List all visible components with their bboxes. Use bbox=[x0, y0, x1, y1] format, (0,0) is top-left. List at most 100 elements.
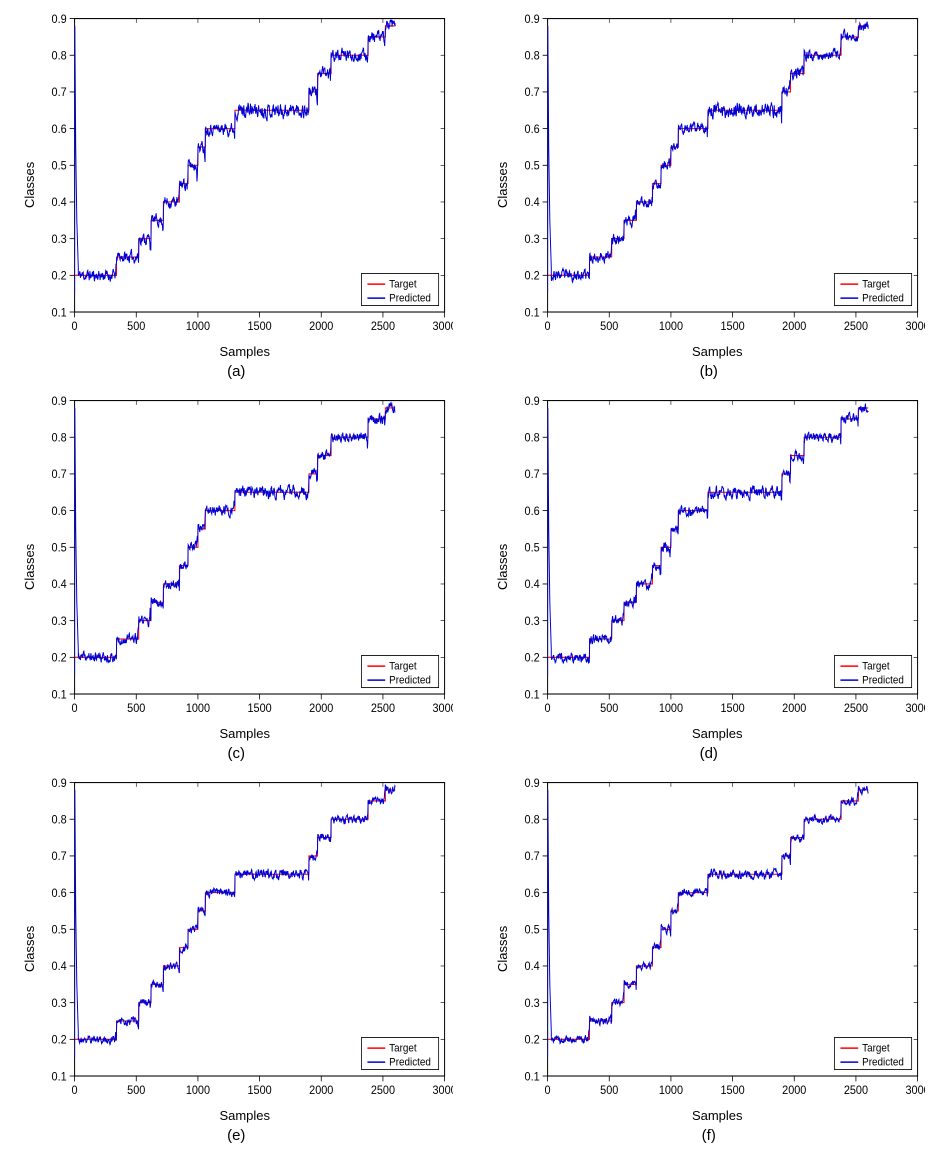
svg-text:0.1: 0.1 bbox=[524, 307, 539, 319]
svg-text:1000: 1000 bbox=[658, 321, 682, 333]
panel-a: Classes0500100015002000250030000.10.20.3… bbox=[20, 10, 453, 382]
svg-text:0.4: 0.4 bbox=[52, 961, 67, 973]
ylabel: Classes bbox=[20, 10, 37, 359]
svg-text:0: 0 bbox=[72, 321, 78, 333]
plot-wrap: Classes0500100015002000250030000.10.20.3… bbox=[20, 774, 453, 1123]
svg-text:0.1: 0.1 bbox=[524, 1071, 539, 1083]
svg-text:0.9: 0.9 bbox=[524, 396, 539, 408]
legend-label-0: Target bbox=[389, 279, 417, 290]
xlabel: Samples bbox=[37, 1108, 453, 1123]
svg-text:0: 0 bbox=[544, 703, 550, 715]
svg-text:0.9: 0.9 bbox=[52, 778, 67, 790]
svg-text:1500: 1500 bbox=[720, 1085, 744, 1097]
svg-text:0.5: 0.5 bbox=[524, 542, 539, 554]
svg-text:1000: 1000 bbox=[186, 321, 210, 333]
plot-wrap: Classes0500100015002000250030000.10.20.3… bbox=[20, 10, 453, 359]
svg-text:3000: 3000 bbox=[905, 321, 925, 333]
svg-text:0.8: 0.8 bbox=[524, 432, 539, 444]
svg-text:0.6: 0.6 bbox=[524, 506, 539, 518]
svg-text:0.2: 0.2 bbox=[524, 270, 539, 282]
svg-text:0.5: 0.5 bbox=[524, 924, 539, 936]
svg-text:0.9: 0.9 bbox=[524, 14, 539, 26]
svg-text:0.2: 0.2 bbox=[524, 1034, 539, 1046]
plot-e: 0500100015002000250030000.10.20.30.40.50… bbox=[37, 774, 453, 1106]
svg-text:0.6: 0.6 bbox=[52, 124, 67, 136]
svg-text:2500: 2500 bbox=[843, 703, 867, 715]
subcaption-a: (a) bbox=[227, 363, 245, 380]
xlabel: Samples bbox=[37, 726, 453, 741]
svg-text:0.2: 0.2 bbox=[52, 1034, 67, 1046]
svg-text:0.5: 0.5 bbox=[524, 160, 539, 172]
panel-e: Classes0500100015002000250030000.10.20.3… bbox=[20, 774, 453, 1146]
svg-text:0.5: 0.5 bbox=[52, 924, 67, 936]
svg-text:0.7: 0.7 bbox=[524, 87, 539, 99]
svg-text:1500: 1500 bbox=[247, 321, 271, 333]
svg-text:0.3: 0.3 bbox=[52, 616, 67, 628]
svg-text:1000: 1000 bbox=[186, 1085, 210, 1097]
subcaption-e: (e) bbox=[227, 1127, 245, 1144]
plot-f: 0500100015002000250030000.10.20.30.40.50… bbox=[510, 774, 926, 1106]
svg-text:1500: 1500 bbox=[247, 1085, 271, 1097]
svg-text:1500: 1500 bbox=[720, 321, 744, 333]
svg-text:0.6: 0.6 bbox=[52, 506, 67, 518]
svg-text:3000: 3000 bbox=[905, 1085, 925, 1097]
legend-label-0: Target bbox=[389, 661, 417, 672]
plot-b: 0500100015002000250030000.10.20.30.40.50… bbox=[510, 10, 926, 342]
svg-text:0: 0 bbox=[72, 1085, 78, 1097]
svg-text:0.7: 0.7 bbox=[524, 851, 539, 863]
svg-text:0.4: 0.4 bbox=[524, 961, 539, 973]
svg-text:0: 0 bbox=[544, 321, 550, 333]
legend-label-0: Target bbox=[862, 1043, 890, 1054]
svg-text:500: 500 bbox=[600, 321, 618, 333]
svg-text:0: 0 bbox=[72, 703, 78, 715]
svg-text:3000: 3000 bbox=[432, 1085, 452, 1097]
subcaption-f: (f) bbox=[702, 1127, 716, 1144]
plot-c: 0500100015002000250030000.10.20.30.40.50… bbox=[37, 392, 453, 724]
ylabel: Classes bbox=[20, 392, 37, 741]
svg-text:500: 500 bbox=[127, 321, 145, 333]
svg-text:0.9: 0.9 bbox=[52, 14, 67, 26]
svg-text:500: 500 bbox=[127, 703, 145, 715]
svg-text:0.4: 0.4 bbox=[52, 197, 67, 209]
legend-label-1: Predicted bbox=[389, 293, 431, 304]
xlabel: Samples bbox=[510, 1108, 926, 1123]
svg-text:0.8: 0.8 bbox=[52, 50, 67, 62]
svg-text:1000: 1000 bbox=[186, 703, 210, 715]
plot-wrap: Classes0500100015002000250030000.10.20.3… bbox=[493, 10, 926, 359]
svg-text:0.6: 0.6 bbox=[524, 124, 539, 136]
ylabel: Classes bbox=[493, 392, 510, 741]
svg-text:0.7: 0.7 bbox=[52, 469, 67, 481]
ylabel: Classes bbox=[493, 774, 510, 1123]
svg-text:0.6: 0.6 bbox=[524, 888, 539, 900]
panel-b: Classes0500100015002000250030000.10.20.3… bbox=[493, 10, 926, 382]
plot-a: 0500100015002000250030000.10.20.30.40.50… bbox=[37, 10, 453, 342]
svg-text:0.2: 0.2 bbox=[52, 270, 67, 282]
svg-text:0.8: 0.8 bbox=[52, 432, 67, 444]
svg-text:1000: 1000 bbox=[658, 703, 682, 715]
svg-text:0.9: 0.9 bbox=[524, 778, 539, 790]
ylabel: Classes bbox=[493, 10, 510, 359]
svg-text:2500: 2500 bbox=[371, 1085, 395, 1097]
svg-text:0.8: 0.8 bbox=[524, 50, 539, 62]
svg-text:3000: 3000 bbox=[432, 321, 452, 333]
svg-text:0.6: 0.6 bbox=[52, 888, 67, 900]
xlabel: Samples bbox=[37, 344, 453, 359]
svg-text:2500: 2500 bbox=[371, 321, 395, 333]
svg-text:3000: 3000 bbox=[905, 703, 925, 715]
plot-wrap: Classes0500100015002000250030000.10.20.3… bbox=[493, 774, 926, 1123]
svg-text:1500: 1500 bbox=[720, 703, 744, 715]
svg-text:0.8: 0.8 bbox=[524, 814, 539, 826]
figure-grid: Classes0500100015002000250030000.10.20.3… bbox=[0, 0, 945, 1156]
legend-label-1: Predicted bbox=[862, 293, 904, 304]
svg-text:500: 500 bbox=[127, 1085, 145, 1097]
svg-text:0.4: 0.4 bbox=[52, 579, 67, 591]
svg-text:0.1: 0.1 bbox=[524, 689, 539, 701]
legend-label-1: Predicted bbox=[389, 675, 431, 686]
subcaption-c: (c) bbox=[228, 745, 246, 762]
svg-text:0.7: 0.7 bbox=[52, 851, 67, 863]
xlabel: Samples bbox=[510, 726, 926, 741]
svg-text:3000: 3000 bbox=[432, 703, 452, 715]
panel-c: Classes0500100015002000250030000.10.20.3… bbox=[20, 392, 453, 764]
svg-text:0.2: 0.2 bbox=[52, 652, 67, 664]
svg-text:0.3: 0.3 bbox=[524, 234, 539, 246]
